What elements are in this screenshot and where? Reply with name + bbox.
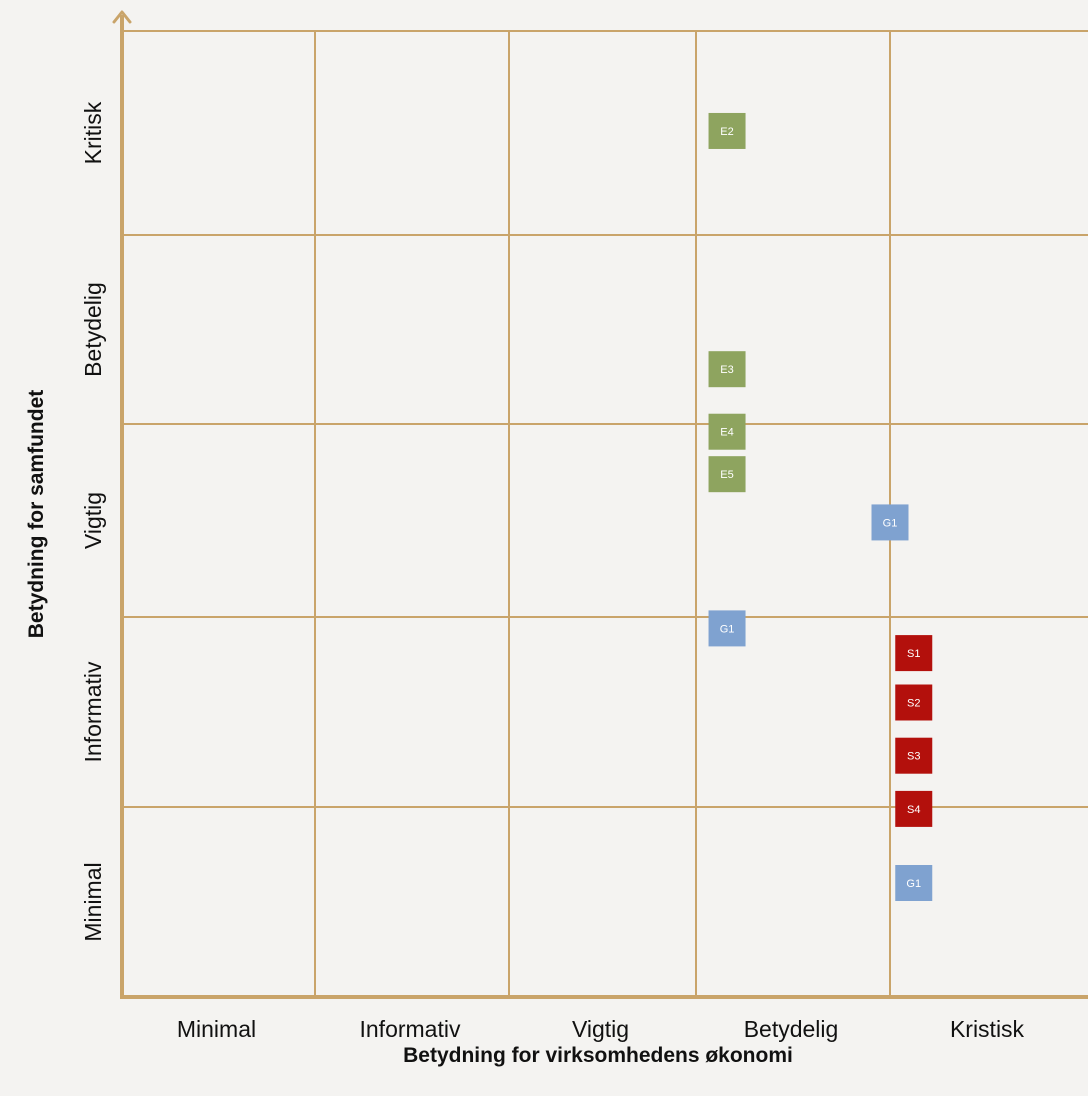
y-tick-label: Vigtig [80,492,106,549]
y-tick-label: Betydelig [80,282,106,377]
x-tick-label: Informativ [360,1016,461,1042]
grid [122,30,1088,997]
axes [112,10,1088,999]
marker-e5: E5 [708,456,746,493]
marker-g1: G1 [871,504,909,541]
y-tick-label: Informativ [80,661,106,762]
marker-g1: G1 [708,610,746,647]
marker-label: E4 [720,427,733,439]
marker-box [895,790,933,827]
marker-label: G1 [883,517,898,529]
x-tick-label: Kristisk [950,1016,1025,1042]
marker-box [871,504,909,541]
marker-box [895,737,933,774]
tick-labels: Minimal Informativ Vigtig Betydelig Kristisk… [80,101,1025,1042]
marker-label: G1 [906,878,921,890]
marker-box [708,610,746,647]
marker-label: E2 [720,126,733,138]
marker-label: S2 [907,698,920,710]
marker-box [895,865,933,901]
marker-e2: E2 [708,112,746,149]
marker-box [708,456,746,493]
x-tick-label: Minimal [177,1016,256,1042]
y-axis-arrow-icon [112,10,132,24]
marker-g1: G1 [895,865,933,901]
marker-box [895,684,933,721]
marker-label: E3 [720,364,733,376]
marker-label: G1 [720,623,735,635]
marker-box [708,112,746,149]
marker-s1: S1 [895,635,933,672]
x-tick-label: Vigtig [572,1016,629,1042]
x-tick-label: Betydelig [744,1016,839,1042]
marker-label: S3 [907,751,920,763]
y-tick-label: Minimal [80,862,106,941]
marker-e3: E3 [708,351,746,388]
marker-s4: S4 [895,790,933,827]
marker-label: E5 [720,469,733,481]
marker-s2: S2 [895,684,933,721]
marker-s3: S3 [895,737,933,774]
marker-label: S4 [907,804,920,816]
y-tick-label: Kritisk [80,101,106,164]
marker-box [708,351,746,388]
marker-box [708,413,746,450]
marker-e4: E4 [708,413,746,450]
y-axis-title: Betydning for samfundet [25,390,48,639]
data-markers: E2 E3 E4 E5 G1 G1 G1 S1 S2 S3 S4 [708,112,933,901]
x-axis-title: Betydning for virksomhedens økonomi [403,1044,793,1067]
marker-label: S1 [907,648,920,660]
marker-box [895,635,933,672]
